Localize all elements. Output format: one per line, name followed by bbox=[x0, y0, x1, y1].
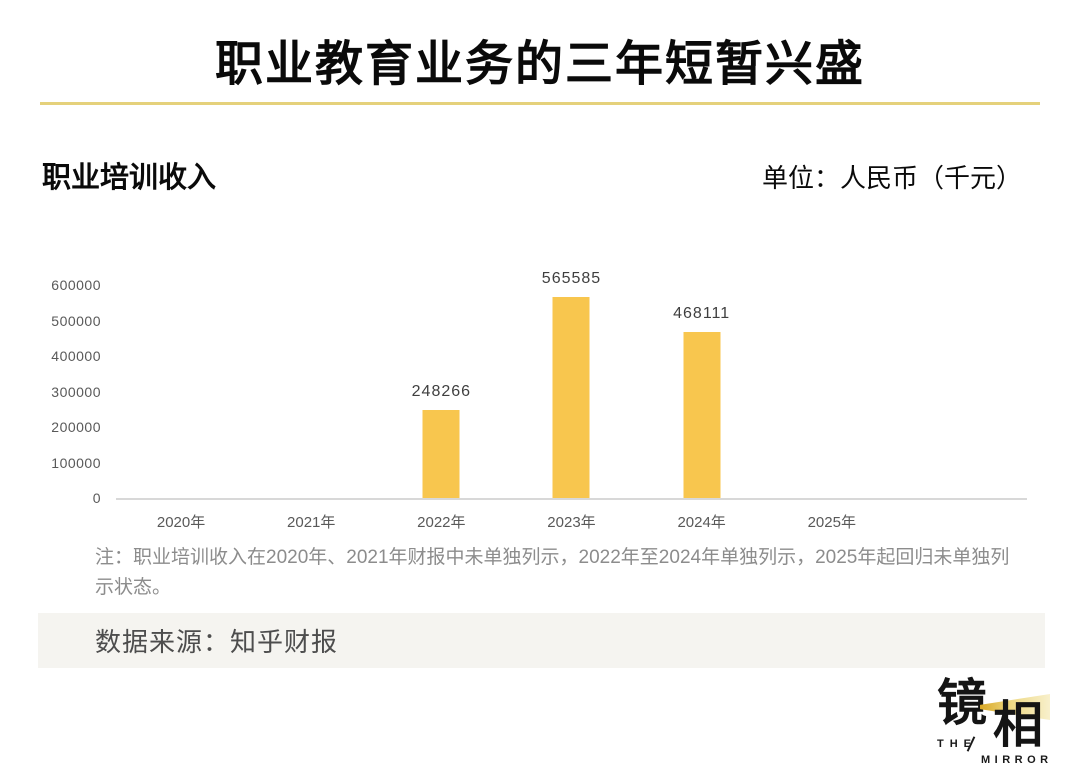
y-tick-label: 200000 bbox=[51, 419, 101, 435]
category-slot: 2020年 bbox=[116, 285, 246, 531]
mirror-logo: 镜 相 THE MIRROR bbox=[935, 678, 1050, 770]
logo-char-jing: 镜 bbox=[937, 675, 987, 731]
logo-mirror-text: MIRROR bbox=[981, 754, 1053, 766]
category-slot bbox=[897, 285, 1027, 498]
bar-2024年 bbox=[683, 331, 721, 498]
y-tick-label: 300000 bbox=[51, 383, 101, 400]
title-accent-line bbox=[40, 102, 1040, 105]
x-axis-label: 2021年 bbox=[287, 514, 336, 531]
y-tick-label: 100000 bbox=[51, 454, 101, 471]
unit-label: 单位：人民币（千元） bbox=[761, 163, 1022, 193]
y-tick-label: 600000 bbox=[51, 277, 101, 293]
page-title: 职业教育业务的三年短暂兴盛 bbox=[214, 38, 865, 91]
category-slot: 2021年 bbox=[246, 285, 376, 531]
category-slot: 2025年 bbox=[767, 285, 897, 531]
subtitle-row: 职业培训收入 单位：人民币（千元） bbox=[42, 154, 1022, 196]
logo-char-xiang: 相 bbox=[993, 697, 1043, 753]
chart-note: 注：职业培训收入在2020年、2021年财报中未单独列示，2022年至2024年… bbox=[95, 547, 1010, 599]
bar-2022年 bbox=[422, 409, 460, 498]
bar-value-label: 565585 bbox=[541, 270, 602, 288]
y-tick-label: 500000 bbox=[51, 312, 101, 329]
category-slot: 468111 2024年 bbox=[637, 285, 767, 531]
bar-value-label: 468111 bbox=[673, 304, 731, 322]
bars-row: 2020年 2021年 248266 2022年 565585 2023年 468111 20… bbox=[116, 270, 1027, 531]
x-axis-label: 2023年 bbox=[547, 514, 596, 531]
x-axis-label: 2022年 bbox=[417, 514, 466, 531]
category-slot: 248266 2022年 bbox=[376, 285, 506, 531]
chart-plot: 0 100000 200000 300000 400000 500000 600000 20… bbox=[51, 270, 1027, 531]
logo-the-text: THE bbox=[937, 738, 977, 750]
bar-2023年 bbox=[552, 297, 590, 498]
bar-value-label: 248266 bbox=[411, 382, 472, 400]
x-axis-label: 2025年 bbox=[807, 514, 856, 531]
chart-title: 职业培训收入 bbox=[42, 162, 217, 194]
y-tick-label: 400000 bbox=[51, 348, 101, 364]
category-slot: 565585 2023年 bbox=[506, 270, 636, 531]
x-axis-label: 2024年 bbox=[677, 514, 726, 531]
y-tick-label: 0 bbox=[92, 490, 101, 506]
x-axis-label: 2020年 bbox=[156, 514, 206, 531]
data-source-label: 数据来源：知乎财报 bbox=[95, 627, 339, 657]
source-strip: 数据来源：知乎财报 bbox=[38, 613, 1045, 668]
